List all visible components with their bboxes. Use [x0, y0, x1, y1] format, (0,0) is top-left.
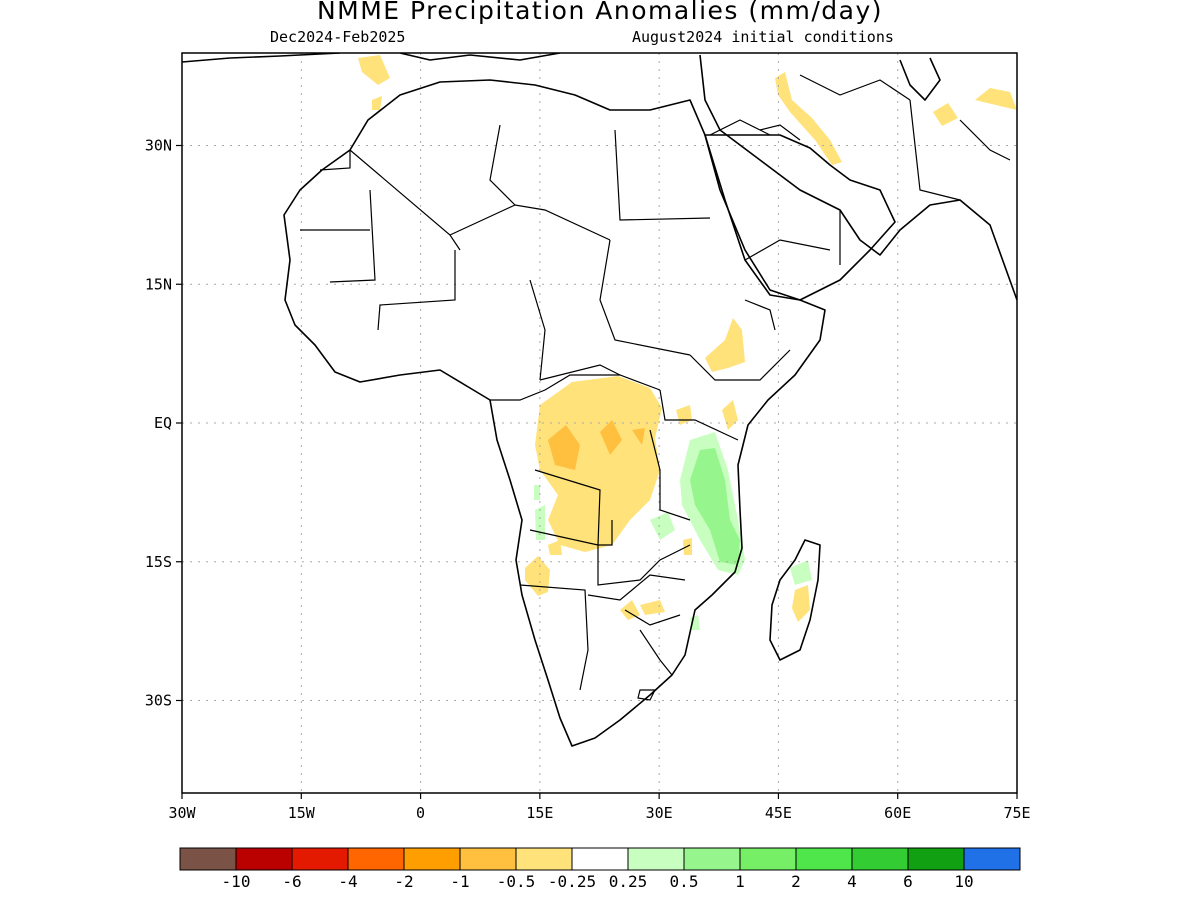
colorbar-label: 2	[791, 872, 801, 891]
anomaly-shading	[358, 55, 1017, 630]
anomaly-tanzania-wet	[690, 448, 740, 565]
x-tick-label: 15W	[288, 804, 316, 822]
colorbar-label: -0.5	[496, 872, 536, 891]
colorbar-label: 1	[735, 872, 745, 891]
anomaly-madagascar-dry	[792, 585, 810, 622]
caspian	[899, 57, 941, 101]
colorbar-label: -0.25	[547, 872, 597, 891]
colorbar-swatch	[179, 847, 237, 871]
colorbar-label: -4	[338, 872, 358, 891]
anomaly-morocco-dry	[358, 55, 390, 85]
colorbar-swatch	[291, 847, 349, 871]
x-tick-label: 30W	[168, 804, 196, 822]
colorbar-swatch	[739, 847, 797, 871]
anomaly-ethiopia-dry	[705, 318, 745, 372]
colorbar-swatch	[795, 847, 853, 871]
anomaly-congo-moderate	[548, 425, 580, 470]
map-title: NMME Precipitation Anomalies (mm/day)	[316, 0, 884, 25]
anomaly-congo-moderate	[600, 420, 622, 455]
y-tick-label: EQ	[154, 414, 172, 432]
colorbar-label: -2	[394, 872, 414, 891]
colorbar-label: -6	[282, 872, 302, 891]
axis-ticks: 30W 15W 0 15E 30E 45E 60E 75E 30N 15N EQ 15S 30S	[145, 137, 1031, 823]
colorbar-swatch	[347, 847, 405, 871]
country-borders	[300, 74, 1011, 701]
colorbar-label: 6	[903, 872, 913, 891]
colorbar-label: 4	[847, 872, 857, 891]
x-tick-label: 30E	[646, 804, 673, 822]
colorbar	[179, 847, 1021, 871]
arabian-peninsula-coast	[704, 134, 896, 301]
anomaly-angola-dry	[548, 540, 562, 555]
y-tick-label: 30S	[145, 692, 172, 710]
madagascar	[769, 539, 821, 661]
anomaly-angola-wet	[534, 485, 540, 500]
anomaly-congo-moderate	[632, 428, 645, 445]
colorbar-swatch	[627, 847, 685, 871]
colorbar-label: -1	[450, 872, 470, 891]
x-tick-label: 0	[416, 804, 425, 822]
colorbar-swatch	[963, 847, 1021, 871]
anomaly-kenya-dry	[722, 400, 738, 430]
anomaly-levant-dry	[775, 72, 842, 165]
anomaly-zambia-wet	[650, 512, 675, 540]
anomaly-botswana-dry	[620, 600, 640, 620]
anomaly-morocco-dry	[372, 96, 382, 110]
colorbar-swatch	[907, 847, 965, 871]
colorbar-swatch	[515, 847, 573, 871]
anomaly-pakistan-dry	[975, 88, 1017, 110]
colorbar-swatch	[235, 847, 293, 871]
season-label: Dec2024-Feb2025	[270, 28, 406, 46]
colorbar-swatch	[683, 847, 741, 871]
x-tick-label: 15E	[526, 804, 553, 822]
anomaly-zimbabwe-dry	[640, 600, 665, 615]
y-tick-label: 30N	[145, 137, 172, 155]
iberia-coast	[182, 53, 341, 63]
anomaly-afghanistan-dry	[933, 103, 958, 126]
mediterranean-north	[399, 53, 561, 61]
y-tick-label: 15S	[145, 553, 172, 571]
x-tick-label: 45E	[765, 804, 792, 822]
colorbar-label: 0.5	[669, 872, 699, 891]
x-tick-label: 60E	[884, 804, 911, 822]
anomaly-madagascar-wet	[790, 560, 812, 585]
colorbar-label: -10	[221, 872, 251, 891]
y-tick-label: 15N	[145, 275, 172, 293]
colorbar-label: 0.25	[608, 872, 648, 891]
colorbar-swatch	[459, 847, 517, 871]
colorbar-swatch	[571, 847, 629, 871]
initial-conditions-label: August2024 initial conditions	[632, 28, 894, 46]
colorbar-label: 10	[954, 872, 974, 891]
anomaly-uganda-dry	[676, 405, 692, 425]
lat-lon-grid	[182, 53, 1017, 793]
colorbar-swatch	[851, 847, 909, 871]
anomaly-congo-dry	[535, 376, 662, 552]
anomaly-angola-dry	[525, 556, 550, 596]
africa-coastline	[283, 79, 826, 747]
x-tick-label: 75E	[1003, 804, 1030, 822]
colorbar-swatch	[403, 847, 461, 871]
